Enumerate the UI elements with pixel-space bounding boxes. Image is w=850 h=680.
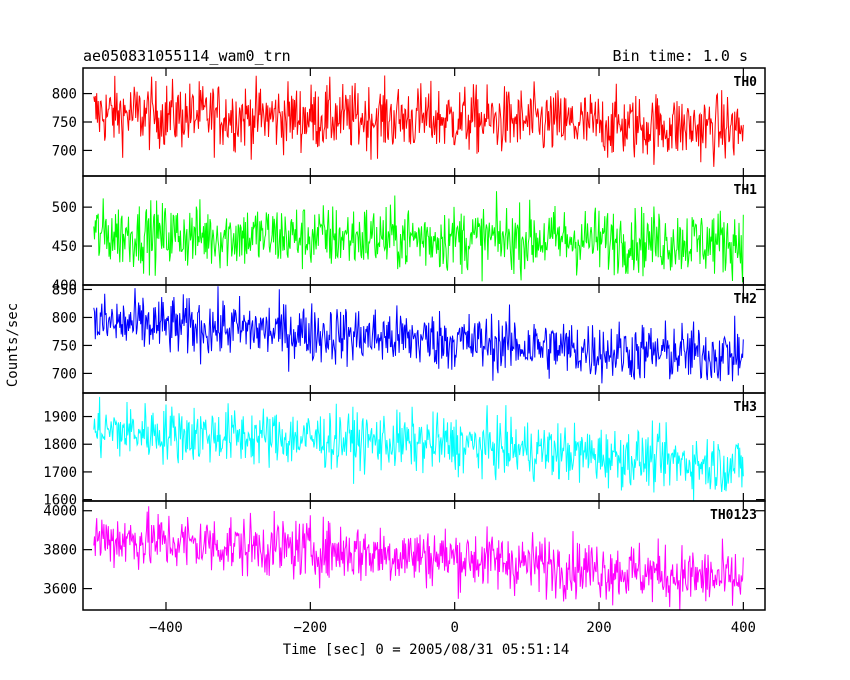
panel-th0: 700 750 800 TH0 xyxy=(52,67,766,177)
panel-th1: 400 450 500 TH1 xyxy=(52,175,766,294)
panel-label: TH2 xyxy=(734,292,757,307)
y-tick-label: 800 xyxy=(52,310,77,326)
bin-time-label: Bin time: 1.0 s xyxy=(613,47,748,65)
y-tick-label: 1900 xyxy=(43,410,77,426)
y-tick-label: 500 xyxy=(52,200,77,216)
y-tick-label: 3600 xyxy=(43,582,77,598)
y-axis-label: Counts/sec xyxy=(5,303,21,387)
x-axis-label: Time [sec] 0 = 2005/08/31 05:51:14 xyxy=(283,642,570,658)
y-tick-label: 750 xyxy=(52,115,77,131)
panels-group: 700 750 800 TH0 400 450 500 TH1 700 750 800 850 TH2 1… xyxy=(43,67,766,611)
y-tick-label: 400 xyxy=(52,278,77,294)
panel-th2: 700 750 800 850 TH2 xyxy=(52,282,766,394)
series-line-th0123 xyxy=(93,506,744,610)
y-tick-label: 700 xyxy=(52,366,77,382)
x-tick-label: 200 xyxy=(586,620,611,636)
y-tick-label: 1800 xyxy=(43,437,77,453)
series-line-th2 xyxy=(93,286,744,384)
x-tick-label: 400 xyxy=(731,620,756,636)
panel-th3: 1600 1700 1800 1900 TH3 xyxy=(43,392,766,509)
panel-th0123: 3600 3800 4000 TH0123 xyxy=(43,500,766,611)
y-tick-label: 3800 xyxy=(43,543,77,559)
y-tick-label: 4000 xyxy=(43,504,77,520)
y-tick-label: 1600 xyxy=(43,493,77,509)
panel-label: TH3 xyxy=(734,400,757,415)
y-tick-label: 850 xyxy=(52,282,77,298)
y-tick-label: 1700 xyxy=(43,465,77,481)
series-line-th3 xyxy=(93,396,744,501)
x-axis: −400 −200 0 200 400 xyxy=(149,620,756,636)
x-tick-label: 0 xyxy=(450,620,458,636)
series-line-th1 xyxy=(93,191,744,283)
panel-label: TH1 xyxy=(734,183,758,198)
y-tick-label: 750 xyxy=(52,338,77,354)
y-tick-label: 450 xyxy=(52,239,77,255)
x-tick-label: −200 xyxy=(293,620,327,636)
panel-label: TH0123 xyxy=(710,508,757,523)
y-tick-label: 700 xyxy=(52,143,77,159)
y-tick-label: 800 xyxy=(52,87,77,103)
x-tick-label: −400 xyxy=(149,620,183,636)
series-line-th0 xyxy=(93,75,744,167)
chart-title: ae050831055114_wam0_trn xyxy=(83,47,291,65)
panel-label: TH0 xyxy=(734,75,758,90)
panel-frame xyxy=(82,500,766,611)
